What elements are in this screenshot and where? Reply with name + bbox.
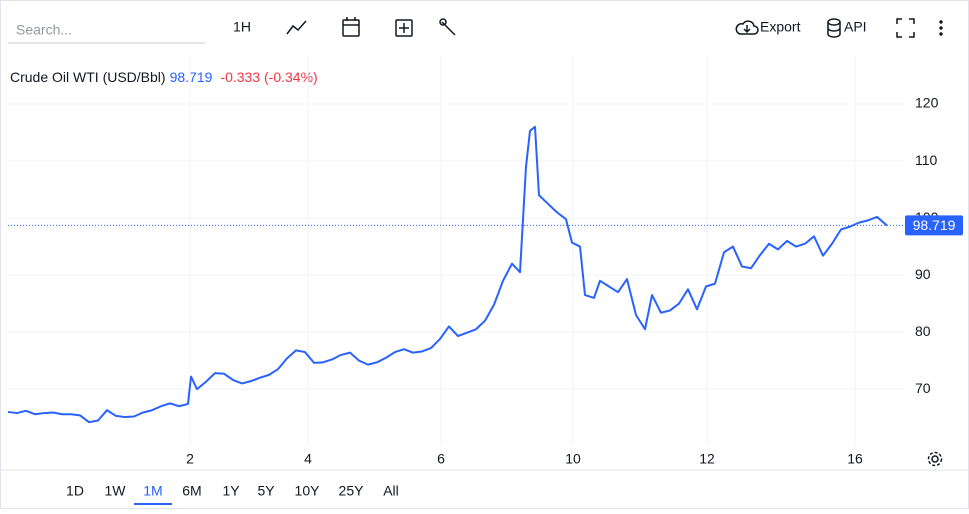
y-tick-label: 110 <box>915 152 938 168</box>
api-button[interactable]: API <box>827 18 867 38</box>
price-change: -0.333 (-0.34%) <box>220 69 317 85</box>
x-tick-label: 2 <box>186 451 194 467</box>
range-button[interactable]: 5Y <box>257 483 275 499</box>
y-tick-label: 120 <box>915 95 939 111</box>
x-tick-label: 16 <box>847 451 863 467</box>
search-input[interactable]: Search... <box>16 22 72 38</box>
range-button[interactable]: 1D <box>66 483 84 499</box>
range-button[interactable]: 25Y <box>339 483 365 499</box>
range-button[interactable]: 10Y <box>295 483 321 499</box>
chart-type-button[interactable] <box>286 20 307 35</box>
more-button[interactable] <box>939 20 943 36</box>
x-tick-label: 12 <box>699 451 715 467</box>
api-label[interactable]: API <box>844 19 867 35</box>
fullscreen-button[interactable] <box>896 18 915 38</box>
price-line <box>7 125 888 424</box>
compare-button[interactable] <box>395 19 413 37</box>
interval-button[interactable]: 1H <box>233 19 251 35</box>
calendar-button[interactable] <box>342 17 360 37</box>
export-button[interactable]: Export <box>735 19 801 35</box>
range-button[interactable]: All <box>383 483 399 499</box>
last-price: 98.719 <box>170 69 213 85</box>
x-tick-label: 6 <box>437 451 445 467</box>
y-tick-label: 70 <box>915 380 931 396</box>
range-button[interactable]: 1Y <box>222 483 240 499</box>
x-tick-label: 10 <box>565 451 581 467</box>
instrument-title: Crude Oil WTI (USD/Bbl) 98.719 -0.333 (-0.… <box>10 69 318 85</box>
settings-button[interactable] <box>927 451 943 467</box>
export-label[interactable]: Export <box>760 19 801 35</box>
last-price-tag-label: 98.719 <box>913 217 956 233</box>
x-tick-label: 4 <box>304 451 312 467</box>
tools-button[interactable] <box>439 18 456 36</box>
y-tick-label: 80 <box>915 323 931 339</box>
title: Crude Oil WTI (USD/Bbl) <box>10 69 166 85</box>
y-tick-label: 90 <box>915 266 931 282</box>
range-button[interactable]: 1W <box>105 483 127 499</box>
last-price-tag <box>905 215 963 236</box>
range-button[interactable]: 6M <box>182 483 201 499</box>
range-button[interactable]: 1M <box>143 483 162 499</box>
